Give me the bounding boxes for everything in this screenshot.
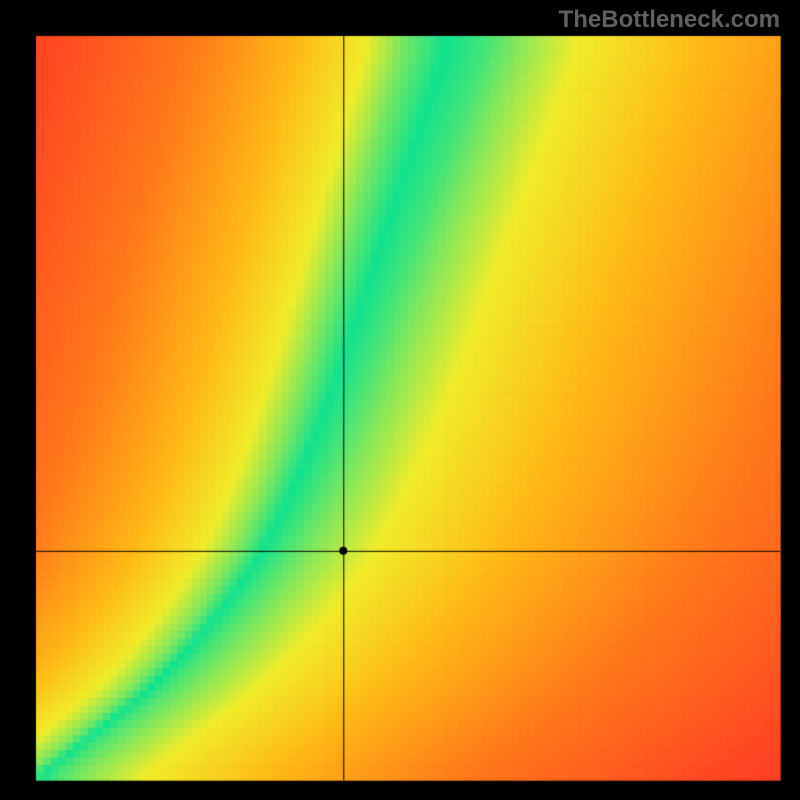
bottleneck-heatmap	[0, 0, 800, 800]
watermark-text: TheBottleneck.com	[559, 6, 780, 34]
